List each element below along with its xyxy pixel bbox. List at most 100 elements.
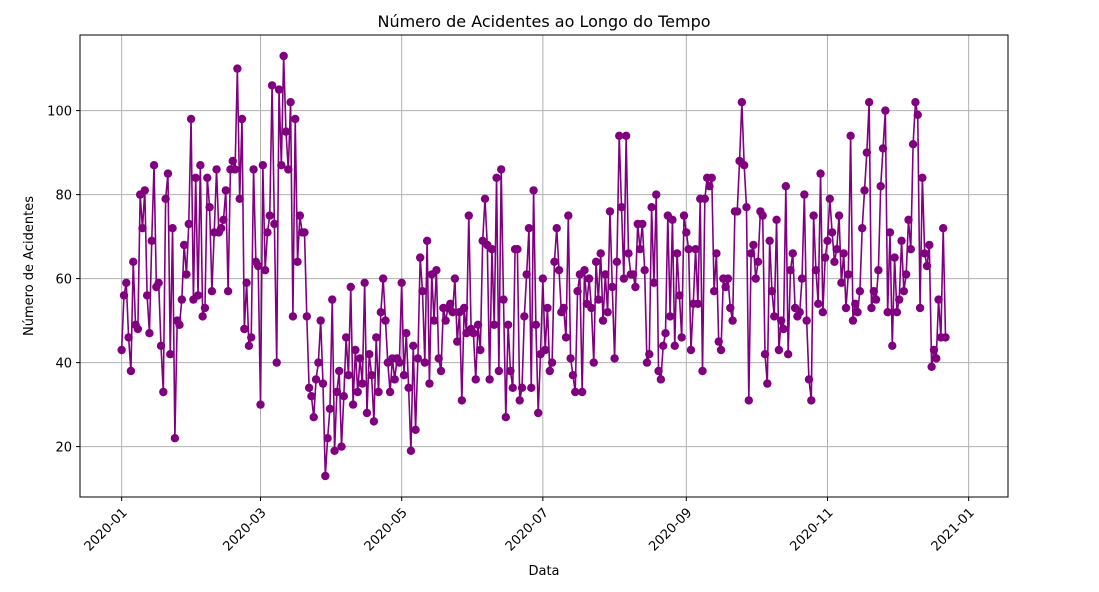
data-point — [436, 366, 446, 376]
data-point — [200, 303, 210, 313]
data-point — [855, 287, 865, 296]
data-point — [339, 392, 349, 401]
data-point — [166, 350, 175, 359]
data-point — [376, 308, 386, 317]
data-point — [170, 434, 180, 443]
data-point — [272, 358, 281, 367]
data-point — [404, 383, 413, 392]
data-point — [545, 366, 554, 376]
data-point — [615, 131, 624, 140]
data-point — [851, 299, 860, 308]
data-point — [619, 274, 629, 283]
data-point — [684, 245, 693, 254]
data-point — [409, 341, 418, 350]
data-point — [598, 316, 608, 325]
data-point — [728, 316, 737, 325]
data-point — [216, 224, 226, 233]
data-point — [751, 274, 760, 283]
data-point — [561, 333, 571, 342]
x-tick-label: 2020-05 — [362, 505, 411, 554]
data-point — [358, 379, 367, 388]
data-point — [675, 291, 684, 300]
data-point — [304, 383, 314, 392]
data-point — [453, 337, 462, 346]
data-point — [737, 98, 747, 107]
data-point — [353, 387, 362, 397]
series-accidents — [117, 51, 950, 481]
data-point — [700, 194, 710, 203]
data-point — [515, 396, 524, 405]
data-point — [876, 182, 885, 191]
data-point — [871, 295, 881, 304]
data-point — [858, 224, 867, 233]
data-point — [534, 408, 543, 418]
data-point — [119, 291, 129, 300]
data-point — [860, 186, 869, 195]
data-point — [138, 224, 147, 233]
data-point — [330, 446, 339, 455]
data-point — [490, 320, 499, 329]
data-point — [925, 240, 934, 250]
data-point — [402, 329, 411, 338]
data-point — [513, 245, 522, 254]
data-point — [705, 182, 714, 191]
data-point — [390, 375, 399, 384]
data-point — [911, 98, 920, 107]
data-point — [571, 387, 580, 397]
data-point — [804, 375, 814, 384]
data-point — [307, 392, 316, 401]
data-point — [425, 379, 434, 388]
data-point — [355, 354, 365, 363]
data-point — [337, 442, 346, 451]
data-point — [117, 345, 126, 355]
data-point — [205, 203, 214, 212]
data-point — [291, 114, 300, 124]
data-point — [624, 249, 633, 258]
data-point — [922, 261, 932, 271]
data-point — [654, 366, 663, 376]
data-point — [677, 333, 686, 342]
data-point — [274, 85, 284, 94]
data-point — [469, 329, 478, 338]
data-point — [564, 211, 573, 220]
data-point — [126, 366, 136, 376]
data-point — [168, 224, 177, 233]
data-point — [716, 345, 726, 355]
data-point — [795, 308, 804, 317]
data-point — [348, 400, 358, 409]
data-point — [441, 316, 450, 325]
data-point — [591, 257, 601, 266]
data-point — [601, 270, 610, 279]
data-point — [709, 287, 719, 296]
data-point — [566, 354, 575, 363]
data-point — [503, 320, 513, 329]
data-point — [267, 81, 277, 90]
data-point — [809, 211, 818, 220]
data-point — [781, 182, 791, 191]
data-point — [184, 219, 193, 229]
data-point — [770, 312, 779, 321]
grid — [80, 35, 1008, 497]
data-point — [939, 224, 948, 233]
data-point — [830, 257, 839, 266]
data-point — [367, 371, 376, 380]
data-point — [834, 211, 844, 220]
data-point — [325, 404, 335, 413]
data-point — [559, 303, 568, 313]
data-point — [235, 194, 244, 203]
data-point — [550, 257, 559, 266]
data-point — [288, 312, 298, 321]
data-point — [832, 245, 841, 254]
data-point — [240, 324, 249, 334]
data-point — [605, 207, 615, 216]
data-point — [746, 249, 756, 258]
data-point — [927, 362, 936, 371]
data-point — [531, 320, 541, 329]
data-point — [777, 316, 786, 325]
data-point — [594, 295, 603, 304]
data-point — [767, 287, 777, 296]
y-tick-label: 100 — [47, 105, 72, 120]
data-point — [147, 236, 156, 245]
data-point — [848, 316, 858, 325]
data-point — [328, 295, 337, 304]
